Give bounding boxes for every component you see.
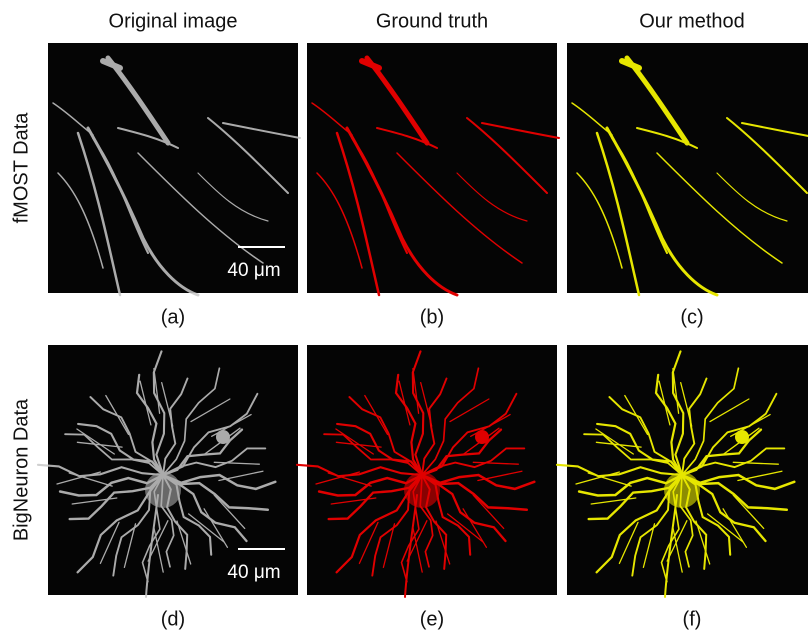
panel-label: (a) [161,306,185,328]
panel-label: (e) [420,608,444,630]
column-header: Our method [639,10,745,32]
panel-image [48,43,300,295]
figure: Original image Ground truth Our method fMOS… [0,0,808,631]
panel-label: (b) [420,306,444,328]
image-background [48,43,298,293]
row-label: BigNeuron Data [10,398,32,541]
panel-image [567,43,808,295]
panel-image [557,345,808,597]
row-label: fMOST Data [10,112,32,224]
column-header: Ground truth [376,10,488,32]
column-header: Original image [109,10,238,32]
scale-bar-label: 40 μm [227,562,280,583]
image-background [307,43,557,293]
panel-image [297,345,557,597]
scale-bar-label: 40 μm [227,260,280,281]
panel-image [38,345,298,597]
panel-image [307,43,559,295]
panel-label: (f) [683,608,702,630]
panel-label: (c) [680,306,703,328]
panel-label: (d) [161,608,185,630]
